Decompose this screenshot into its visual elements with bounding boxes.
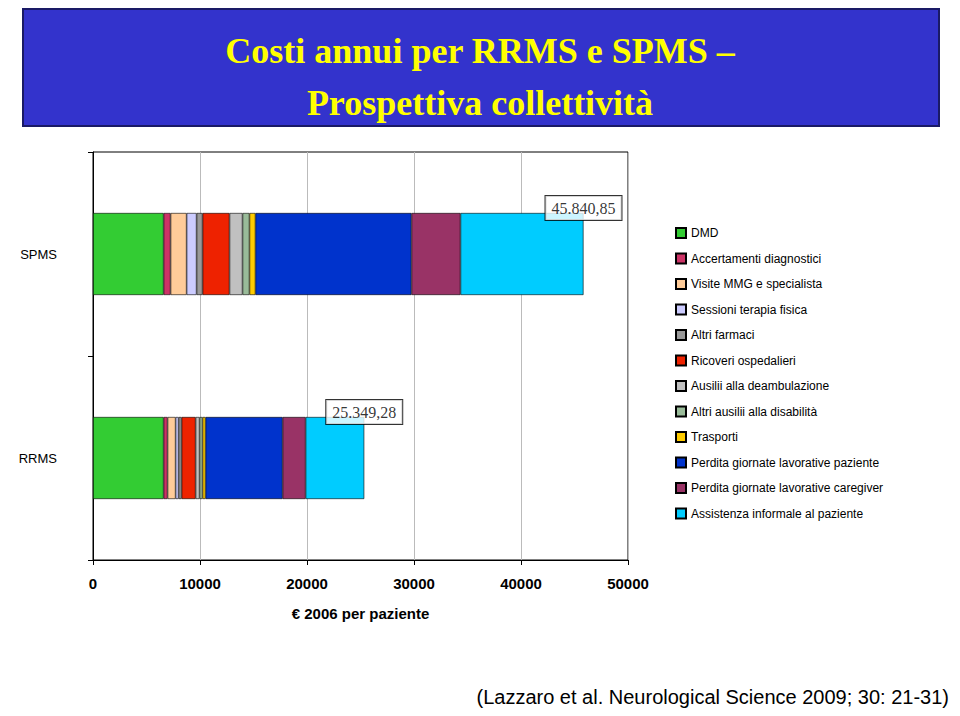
svg-text:Visite MMG e specialista: Visite MMG e specialista: [691, 277, 822, 291]
svg-text:Perdita giornate lavorative pa: Perdita giornate lavorative paziente: [691, 456, 879, 470]
svg-text:10000: 10000: [179, 575, 221, 592]
svg-text:Trasporti: Trasporti: [691, 430, 738, 444]
svg-text:20000: 20000: [286, 575, 328, 592]
svg-text:Ausilii alla deambulazione: Ausilii alla deambulazione: [691, 379, 829, 393]
svg-text:25.349,28: 25.349,28: [332, 404, 396, 421]
svg-text:(Lazzaro et al. Neurological S: (Lazzaro et al. Neurological Science 200…: [477, 686, 950, 708]
svg-text:Costi annui per RRMS e SPMS –: Costi annui per RRMS e SPMS –: [225, 31, 735, 71]
svg-text:Altri farmaci: Altri farmaci: [691, 328, 754, 342]
svg-text:Altri ausilii alla disabilità: Altri ausilii alla disabilità: [691, 405, 817, 419]
svg-text:RRMS: RRMS: [19, 451, 58, 466]
svg-text:SPMS: SPMS: [20, 247, 57, 262]
svg-text:45.840,85: 45.840,85: [551, 200, 615, 217]
svg-text:Accertamenti diagnostici: Accertamenti diagnostici: [691, 252, 821, 266]
svg-text:Perdita giornate lavorative ca: Perdita giornate lavorative caregiver: [691, 481, 883, 495]
svg-text:€ 2006 per paziente: € 2006 per paziente: [292, 605, 430, 622]
svg-text:Sessioni terapia fisica: Sessioni terapia fisica: [691, 303, 807, 317]
svg-text:30000: 30000: [393, 575, 435, 592]
svg-text:50000: 50000: [607, 575, 649, 592]
svg-text:0: 0: [89, 575, 97, 592]
svg-text:40000: 40000: [500, 575, 542, 592]
svg-text:Ricoveri ospedalieri: Ricoveri ospedalieri: [691, 354, 796, 368]
svg-text:Assistenza informale al pazien: Assistenza informale al paziente: [691, 507, 863, 521]
svg-text:DMD: DMD: [691, 226, 719, 240]
svg-text:Prospettiva collettività: Prospettiva collettività: [307, 83, 653, 123]
